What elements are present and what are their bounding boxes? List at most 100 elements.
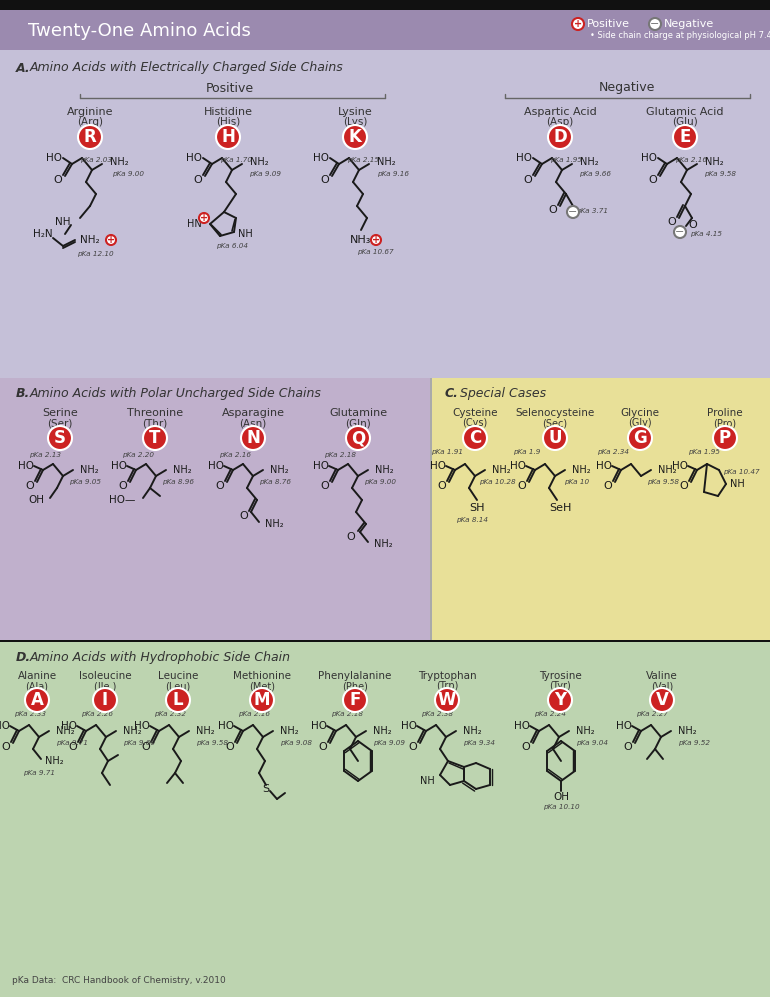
Text: O: O	[517, 481, 527, 491]
Text: O: O	[142, 742, 150, 752]
Text: pKa 2.34: pKa 2.34	[597, 449, 629, 455]
Text: HO: HO	[313, 461, 329, 471]
Text: B.: B.	[16, 387, 30, 400]
Text: pKa 9.66: pKa 9.66	[579, 171, 611, 177]
Circle shape	[713, 426, 737, 450]
Text: HN: HN	[187, 219, 202, 229]
Text: Threonine: Threonine	[127, 408, 183, 418]
Text: Positive: Positive	[587, 19, 630, 29]
Text: HO: HO	[514, 721, 530, 731]
Text: O: O	[624, 742, 632, 752]
Text: Alanine: Alanine	[18, 671, 56, 681]
Circle shape	[543, 426, 567, 450]
Text: Isoleucine: Isoleucine	[79, 671, 132, 681]
Text: +: +	[107, 235, 115, 245]
Text: pKa 2.33: pKa 2.33	[14, 711, 46, 717]
Text: HO: HO	[208, 461, 224, 471]
Text: Proline: Proline	[707, 408, 743, 418]
Circle shape	[48, 426, 72, 450]
Text: HO: HO	[0, 721, 10, 731]
Text: (Leu): (Leu)	[166, 681, 191, 691]
Text: NH: NH	[730, 479, 745, 489]
Text: SeH: SeH	[549, 503, 571, 513]
Text: Negative: Negative	[664, 19, 715, 29]
Text: NH₂: NH₂	[572, 465, 591, 475]
Text: Histidine: Histidine	[203, 107, 253, 117]
Text: pKa 9.04: pKa 9.04	[576, 740, 608, 746]
Text: (Ser): (Ser)	[47, 418, 72, 428]
Bar	[430, 378, 770, 640]
Circle shape	[143, 426, 167, 450]
Text: O: O	[346, 532, 356, 542]
Text: Phenylalanine: Phenylalanine	[318, 671, 392, 681]
Text: Methionine: Methionine	[233, 671, 291, 681]
Text: NH: NH	[238, 229, 253, 239]
Text: M: M	[254, 691, 270, 709]
Circle shape	[572, 18, 584, 30]
Text: O: O	[193, 175, 203, 185]
Text: H: H	[221, 128, 235, 146]
Bar	[0, 642, 770, 997]
Bar	[0, 50, 770, 378]
Text: HO: HO	[641, 153, 657, 163]
Bar	[0, 0, 770, 10]
Text: NH₂: NH₂	[463, 726, 481, 736]
Text: O: O	[688, 220, 698, 230]
Text: pKa 9.58: pKa 9.58	[196, 740, 228, 746]
Text: NH₂: NH₂	[576, 726, 594, 736]
Text: O: O	[524, 175, 532, 185]
Text: Amino Acids with Hydrophobic Side Chain: Amino Acids with Hydrophobic Side Chain	[30, 650, 291, 663]
Text: pKa 10.28: pKa 10.28	[479, 479, 515, 485]
Text: −: −	[568, 207, 578, 217]
Text: (Sec): (Sec)	[542, 418, 567, 428]
Circle shape	[371, 235, 381, 245]
Text: HO: HO	[510, 461, 526, 471]
Text: H₂N: H₂N	[33, 229, 53, 239]
Text: O: O	[320, 175, 330, 185]
Text: pKa 9.71: pKa 9.71	[23, 770, 55, 776]
Text: HO: HO	[186, 153, 202, 163]
Text: Q: Q	[351, 429, 365, 447]
Text: Amino Acids with Electrically Charged Side Chains: Amino Acids with Electrically Charged Si…	[30, 62, 343, 75]
Circle shape	[567, 206, 579, 218]
Text: O: O	[239, 511, 249, 521]
Text: P: P	[719, 429, 731, 447]
Text: (Trp): (Trp)	[436, 681, 458, 691]
Text: NH₂: NH₂	[377, 157, 396, 167]
Text: (Thr): (Thr)	[142, 418, 168, 428]
Text: pKa 8.96: pKa 8.96	[162, 479, 194, 485]
Text: +: +	[200, 213, 208, 223]
Text: O: O	[409, 742, 417, 752]
Text: Leucine: Leucine	[158, 671, 198, 681]
Text: (Asp): (Asp)	[547, 117, 574, 127]
Circle shape	[463, 426, 487, 450]
Text: pKa 9.71: pKa 9.71	[56, 740, 88, 746]
Text: NH₂: NH₂	[270, 465, 289, 475]
Text: HO: HO	[311, 721, 327, 731]
Circle shape	[548, 688, 572, 712]
Text: (Gln): (Gln)	[345, 418, 371, 428]
Text: (Gly): (Gly)	[628, 418, 652, 428]
Text: (Cys): (Cys)	[462, 418, 487, 428]
Text: NH₂: NH₂	[196, 726, 215, 736]
Text: L: L	[172, 691, 183, 709]
Text: pKa 9.34: pKa 9.34	[463, 740, 495, 746]
Text: pKa 8.76: pKa 8.76	[259, 479, 291, 485]
Text: pKa 2.18: pKa 2.18	[331, 711, 363, 717]
Text: (Glu): (Glu)	[672, 117, 698, 127]
Circle shape	[166, 688, 190, 712]
Text: HO: HO	[134, 721, 150, 731]
Text: pKa 2.13: pKa 2.13	[29, 452, 61, 458]
Text: D.: D.	[16, 650, 31, 663]
Text: NH₂: NH₂	[580, 157, 598, 167]
Text: pKa 2.24: pKa 2.24	[534, 711, 566, 717]
Text: NH₂: NH₂	[492, 465, 511, 475]
Text: O: O	[319, 742, 327, 752]
Text: pKa 9.00: pKa 9.00	[112, 171, 144, 177]
Circle shape	[628, 426, 652, 450]
Text: NH₂: NH₂	[678, 726, 697, 736]
Circle shape	[250, 688, 274, 712]
Text: S: S	[263, 784, 269, 794]
Text: pKa 2.38: pKa 2.38	[421, 711, 453, 717]
Text: pKa 9.52: pKa 9.52	[678, 740, 710, 746]
